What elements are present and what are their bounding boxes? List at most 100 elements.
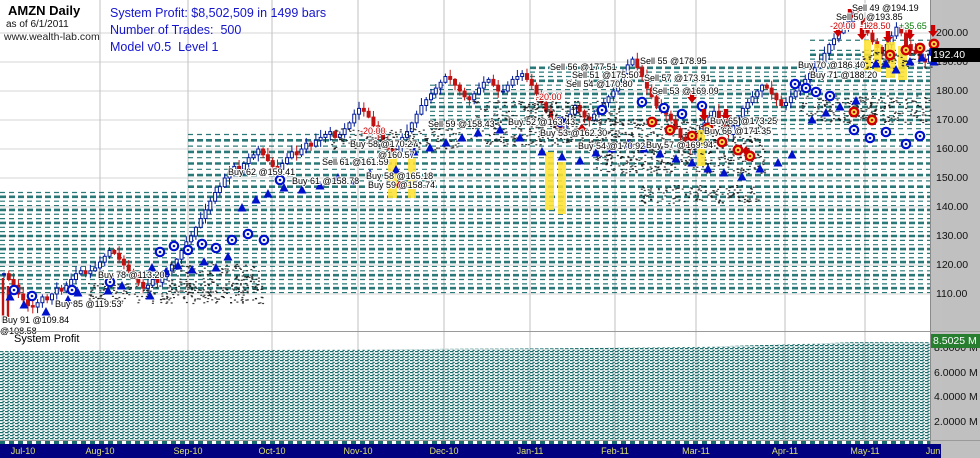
buy-entry-triangle xyxy=(19,300,29,309)
month-axis-label: Jun xyxy=(925,446,941,456)
month-axis-label: May-11 xyxy=(850,446,880,456)
trade-annotation: @160.57 xyxy=(378,150,415,160)
buy-entry-triangle xyxy=(145,291,155,300)
month-axis-label: Aug-10 xyxy=(85,446,115,456)
buy-entry-triangle xyxy=(655,149,665,158)
trade-annotation: Buy 71 @188.20 xyxy=(810,70,877,80)
buy-entry-triangle xyxy=(441,138,451,147)
trade-annotation: +35.65 xyxy=(899,21,927,31)
trade-annotation: Buy 66 @171.35 xyxy=(704,126,771,136)
buy-entry-triangle xyxy=(315,181,325,190)
trade-annotation: Buy 54 @170.92 xyxy=(578,141,645,151)
trade-annotation: Buy 59 @158.74 xyxy=(368,180,435,190)
buy-entry-triangle xyxy=(409,147,419,156)
date-axis[interactable]: Jul-10 Aug-10 Sep-10 Oct-10 Nov-10 Dec-10 Jan-… xyxy=(0,444,941,458)
month-axis-label: Sep-10 xyxy=(173,446,203,456)
trade-annotation: Buy 61 @158.78 xyxy=(292,176,359,186)
trade-annotation: Buy 52 @163.43 xyxy=(508,117,575,127)
month-axis-label: Mar-11 xyxy=(682,446,710,456)
buy-entry-triangle xyxy=(719,168,729,177)
buy-entry-triangle xyxy=(473,128,483,137)
buy-entry-triangle xyxy=(671,154,681,163)
buy-entry-triangle xyxy=(161,267,171,276)
buy-entry-triangle xyxy=(391,165,401,174)
buy-entry-triangle xyxy=(297,185,307,194)
buy-entry-triangle xyxy=(905,57,915,66)
trade-annotation: -128.50 xyxy=(860,21,891,31)
trade-annotation: Sell 54 @170.80 xyxy=(566,79,633,89)
price-axis-label: 140.00 xyxy=(936,201,969,213)
buy-entry-triangle xyxy=(773,158,783,167)
price-axis-label: 110.00 xyxy=(936,288,968,300)
sell-diamond xyxy=(578,124,586,134)
price-axis-label: 120.00 xyxy=(936,259,969,271)
system-profit-summary: System Profit: $8,502,509 in 1499 bars xyxy=(110,6,327,20)
buy-entry-triangle xyxy=(457,133,467,142)
profit-axis-label: 6.0000 M xyxy=(934,366,978,379)
trade-annotation: Sell 59 @158.43 xyxy=(428,119,495,129)
number-of-trades-summary: Number of Trades: 500 xyxy=(110,23,242,37)
buy-entry-triangle xyxy=(173,261,183,270)
buy-entry-triangle xyxy=(687,158,697,167)
buy-entry-triangle xyxy=(263,189,273,198)
as-of-date: as of 6/1/2011 xyxy=(6,19,69,30)
buy-entry-triangle xyxy=(871,59,881,68)
sell-arrow xyxy=(699,109,709,121)
sell-diamond xyxy=(396,180,404,190)
buy-entry-triangle xyxy=(639,144,649,153)
buy-entry-triangle xyxy=(591,148,601,157)
buy-entry-triangle xyxy=(835,102,845,111)
sell-arrow xyxy=(721,109,731,121)
trade-annotation: Buy 91 @109.84 xyxy=(2,315,69,325)
profit-axis-label: 2.0000 M xyxy=(934,415,978,428)
sell-arrow xyxy=(687,91,697,103)
buy-entry-triangle xyxy=(623,139,633,148)
buy-entry-triangle xyxy=(917,53,927,62)
axis-divider xyxy=(0,440,980,441)
price-axis-label: 200.00 xyxy=(936,27,969,39)
trade-annotation: Sell 61 @161.59 xyxy=(322,157,389,167)
buy-entry-triangle xyxy=(117,281,127,290)
trade-annotation: Buy 85 @119.53 xyxy=(55,299,122,309)
sell-arrow xyxy=(833,25,843,37)
price-axis-label: 180.00 xyxy=(936,85,969,97)
price-axis-label: 150.00 xyxy=(936,172,969,184)
buy-entry-triangle xyxy=(349,176,359,185)
trade-annotation: Sell 50 @193.85 xyxy=(836,12,903,22)
month-axis-label: Feb-11 xyxy=(601,446,629,456)
buy-entry-triangle xyxy=(237,203,247,212)
symbol-title: AMZN Daily xyxy=(8,3,81,18)
buy-entry-triangle xyxy=(607,144,617,153)
buy-entry-triangle xyxy=(821,108,831,117)
sell-arrow xyxy=(857,28,867,40)
buy-entry-triangle xyxy=(211,263,221,272)
buy-entry-triangle xyxy=(755,164,765,173)
buy-entry-triangle xyxy=(703,164,713,173)
trade-annotation: -20.00 xyxy=(830,21,856,31)
trade-annotation: Buy 57 @169.94 xyxy=(646,140,713,150)
panel-divider xyxy=(0,331,980,332)
price-axis-gutter xyxy=(930,0,980,458)
buy-entry-triangle xyxy=(279,183,289,192)
buy-entry-triangle xyxy=(881,59,891,68)
buy-entry-triangle xyxy=(223,252,233,261)
profit-axis-label: 4.0000 M xyxy=(934,391,978,404)
month-axis-label: Dec-10 xyxy=(429,446,459,456)
month-axis-label: Oct-10 xyxy=(258,446,286,456)
month-axis-label: Nov-10 xyxy=(343,446,373,456)
month-axis-label: Jan-11 xyxy=(516,446,544,456)
wealth-lab-watermark: www.wealth-lab.com xyxy=(4,31,100,43)
buy-entry-triangle xyxy=(63,295,73,304)
buy-entry-triangle xyxy=(557,152,567,161)
buy-entry-triangle xyxy=(807,115,817,124)
trade-annotation: Buy 53 @162.30 xyxy=(540,128,607,138)
axis-corner xyxy=(941,444,980,458)
buy-entry-triangle xyxy=(365,169,375,178)
model-version-label: Model v0.5 Level 1 xyxy=(110,40,219,54)
profit-panel-title: System Profit xyxy=(14,333,80,345)
buy-entry-triangle xyxy=(891,65,901,74)
price-axis-label: 130.00 xyxy=(936,230,969,242)
buy-entry-triangle xyxy=(187,265,197,274)
